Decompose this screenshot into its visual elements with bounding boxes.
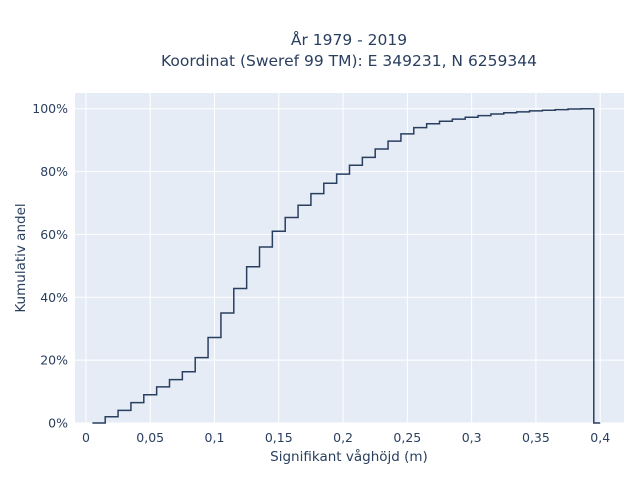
x-tick-labels: 0 0,05 0,1 0,15 0,2 0,25 0,3 0,35 0,4 (82, 430, 610, 445)
x-tick-label: 0,25 (393, 430, 421, 445)
x-tick-label: 0,35 (522, 430, 550, 445)
y-axis-label: Kumulativ andel (13, 203, 29, 312)
x-tick-label: 0 (82, 430, 90, 445)
y-tick-label: 60% (40, 227, 68, 242)
y-tick-labels: 0% 20% 40% 60% 80% 100% (32, 101, 68, 430)
y-tick-label: 80% (40, 164, 68, 179)
y-tick-label: 100% (32, 101, 68, 116)
cdf-step-line (92, 107, 601, 424)
chart-title-line2: Koordinat (Sweref 99 TM): E 349231, N 62… (161, 52, 537, 70)
x-tick-label: 0,3 (462, 430, 482, 445)
x-tick-label: 0,15 (265, 430, 293, 445)
x-tick-label: 0,1 (205, 430, 225, 445)
x-axis-label: Signifikant våghöjd (m) (270, 448, 428, 465)
x-tick-label: 0,4 (590, 430, 610, 445)
chart-title-line1: År 1979 - 2019 (291, 30, 407, 49)
x-tick-label: 0,05 (136, 430, 164, 445)
x-gridlines (85, 93, 601, 423)
plot-area (75, 93, 624, 423)
x-tick-label: 0,2 (333, 430, 353, 445)
y-tick-label: 0% (48, 416, 68, 431)
y-tick-label: 40% (40, 290, 68, 305)
y-tick-label: 20% (40, 353, 68, 368)
